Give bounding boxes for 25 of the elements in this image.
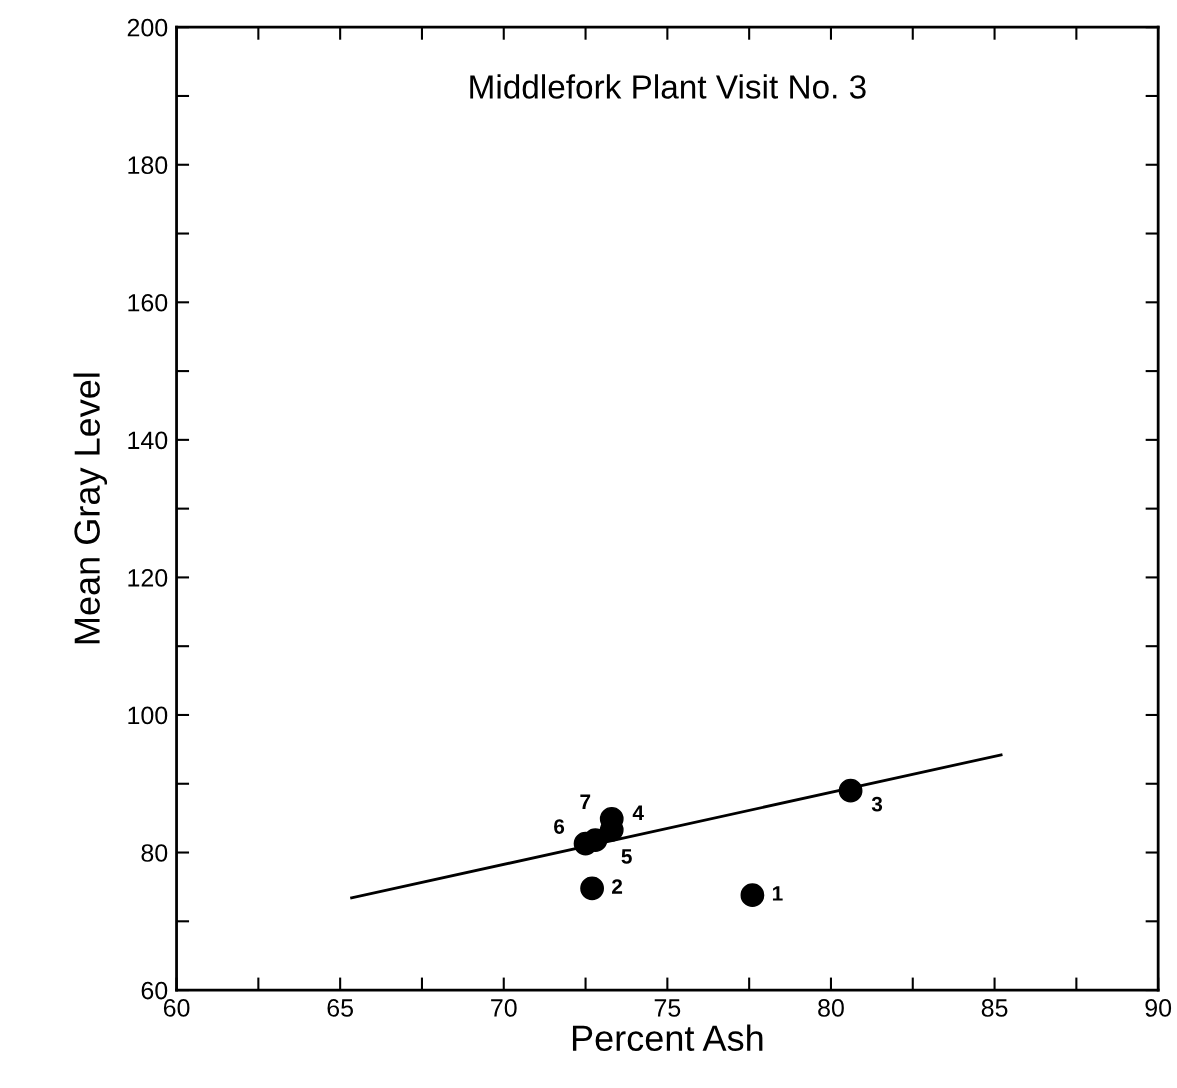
y-tick-label: 140 <box>128 431 168 450</box>
text: Middlefork Plant Visit No. 3 <box>470 74 866 99</box>
x-tick-label: 70 <box>491 999 517 1017</box>
y-tick-label: 80 <box>141 844 168 862</box>
annotation: 3 <box>871 796 883 812</box>
x-tick-label: 75 <box>654 999 681 1017</box>
annotation: 2 <box>612 879 623 894</box>
y-tick-label: 180 <box>128 156 168 175</box>
y-tick-label: 120 <box>128 569 168 587</box>
y-tick-label: 100 <box>128 706 168 725</box>
y-tick-label: 200 <box>127 18 168 37</box>
annotation: 7 <box>580 794 591 809</box>
x-tick-label: 85 <box>981 999 1008 1017</box>
x-tick-label: 80 <box>818 999 844 1017</box>
y-tick-label: 160 <box>128 293 168 312</box>
x-tick-label: 90 <box>1145 999 1172 1017</box>
annotation: 6 <box>554 819 565 834</box>
x-tick-label: 60 <box>163 999 190 1017</box>
x-tick-label: 65 <box>327 999 354 1017</box>
annotation: 1 <box>772 886 783 901</box>
y-axis-title: Mean Gray Level <box>73 373 108 644</box>
y-tick-label: 60 <box>141 981 168 1000</box>
annotation: 4 <box>632 805 644 820</box>
x-axis-title: Percent Ash <box>572 1024 763 1052</box>
annotation: 5 <box>621 849 632 864</box>
